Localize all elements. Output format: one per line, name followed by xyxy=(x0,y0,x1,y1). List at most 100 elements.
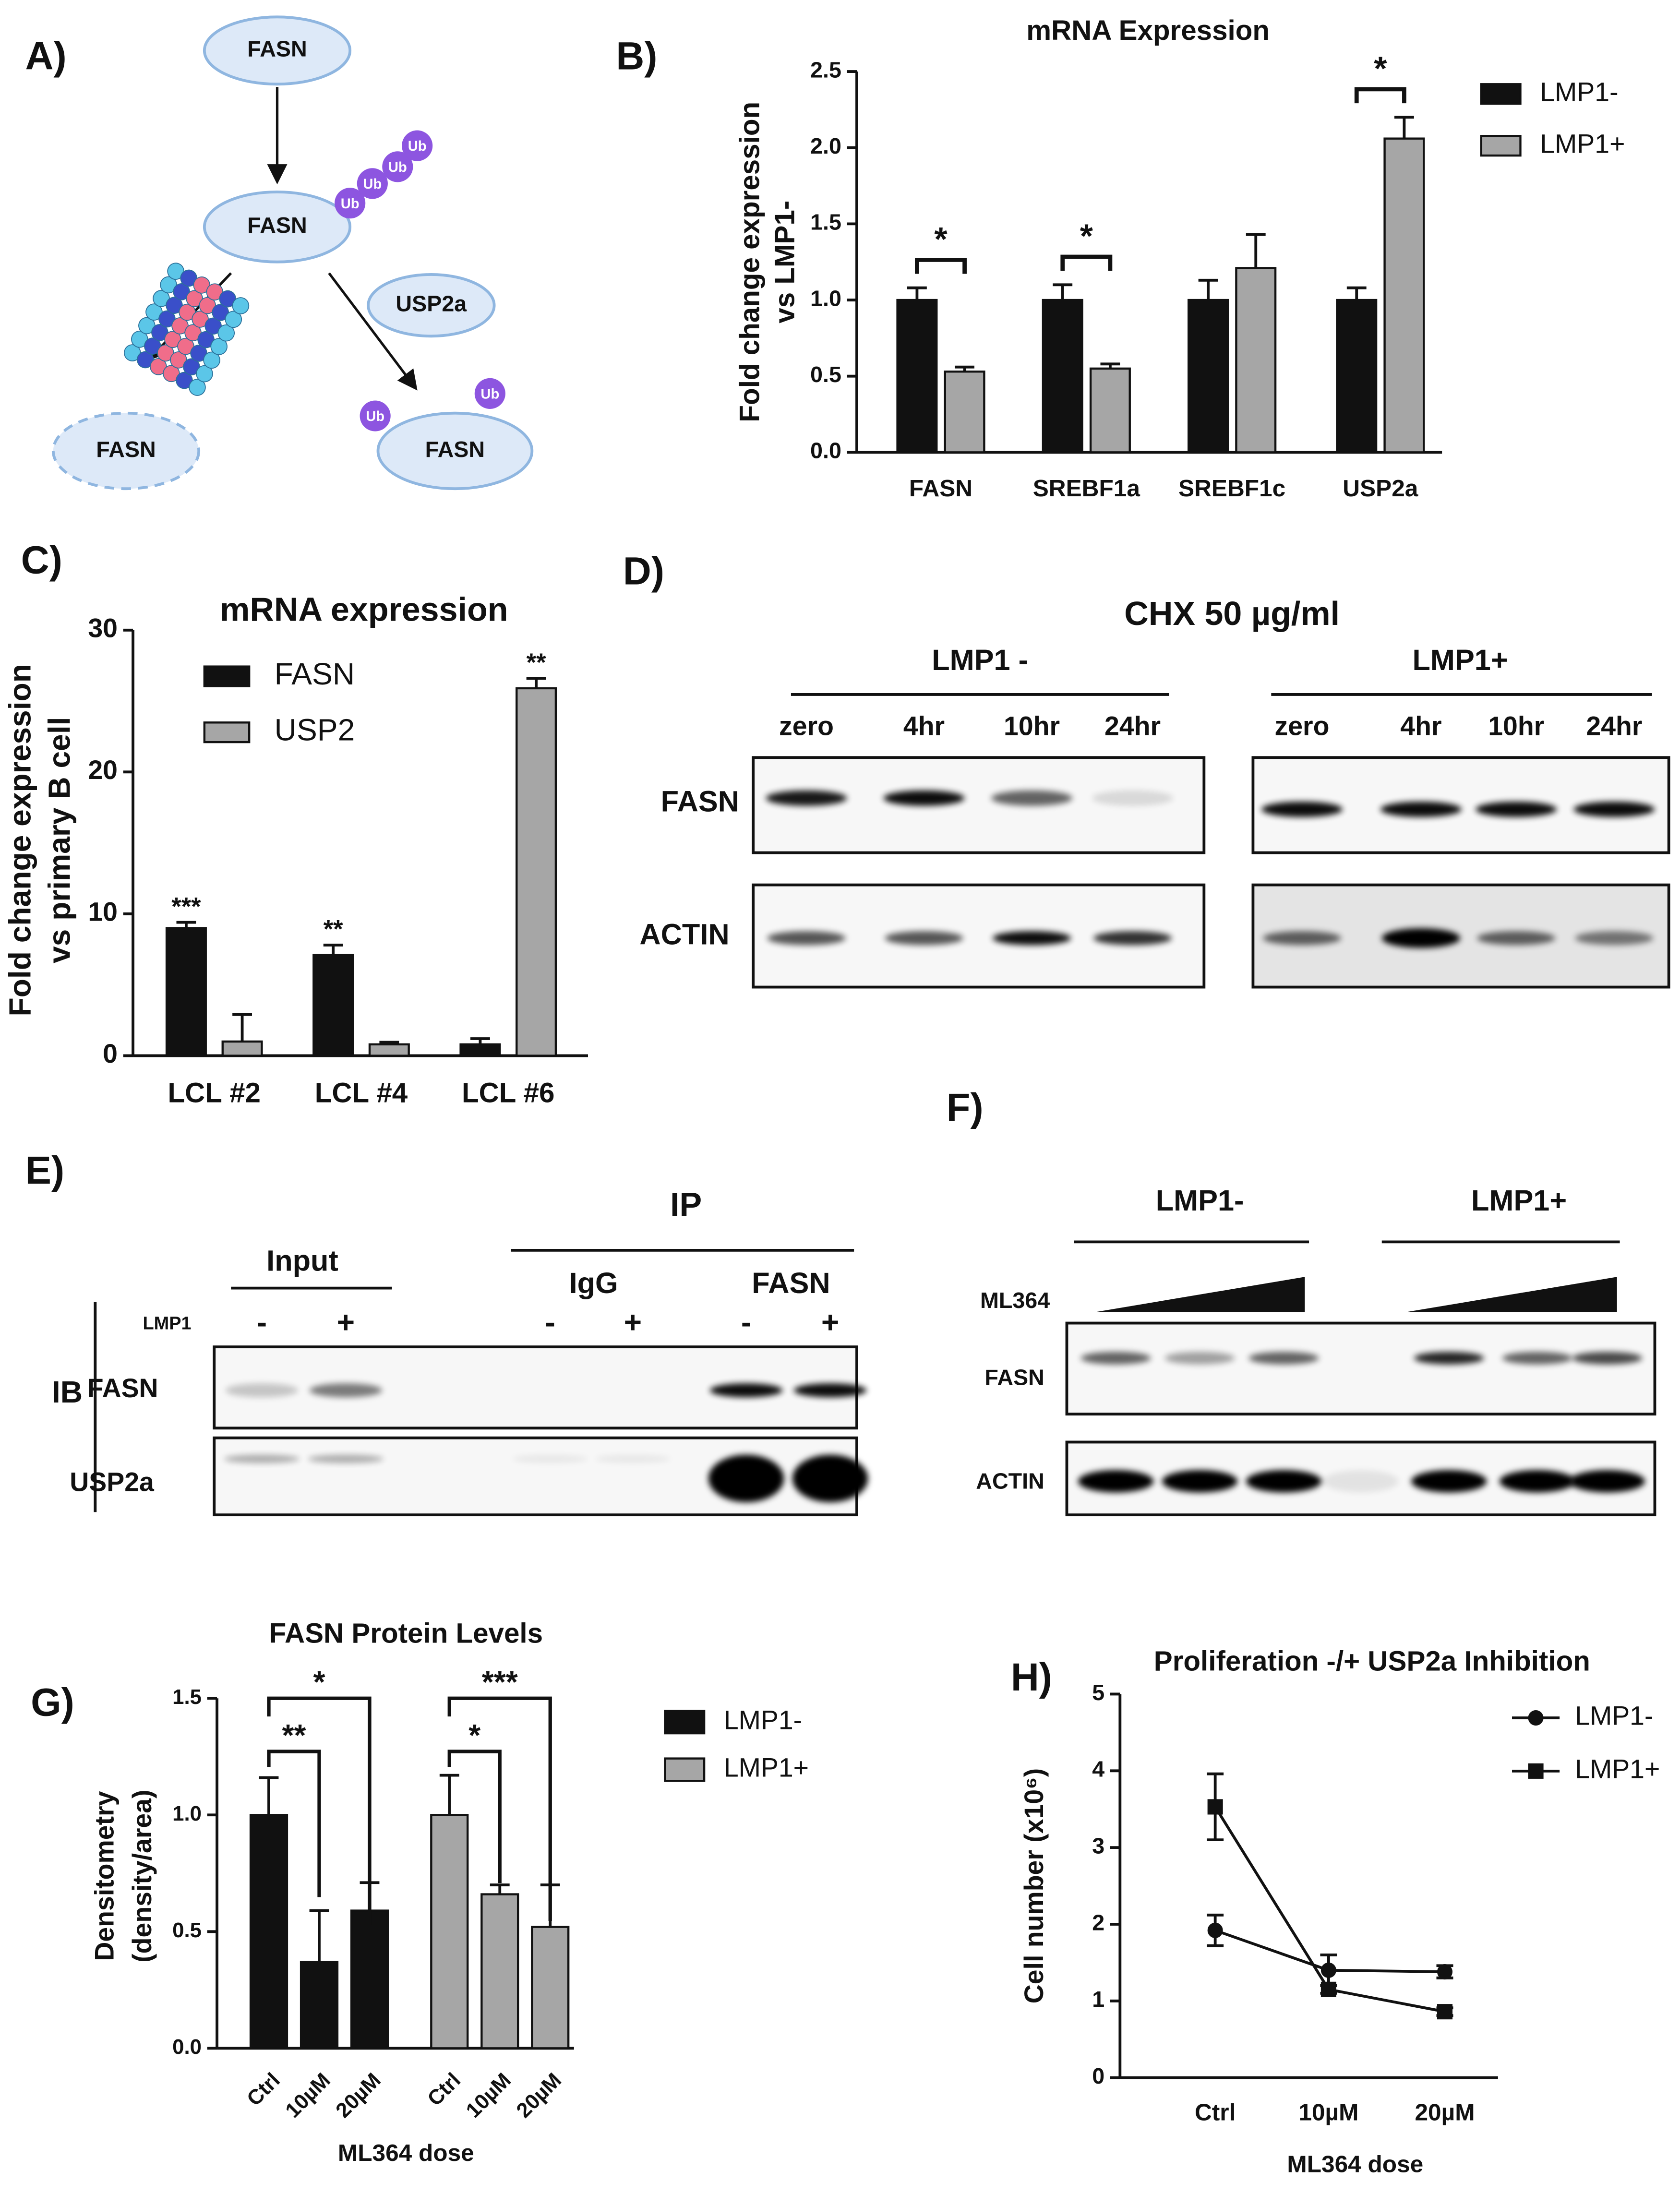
band xyxy=(1499,1470,1575,1493)
bar xyxy=(516,687,557,1057)
band xyxy=(1262,931,1342,946)
lane-label: zero xyxy=(779,711,834,741)
y-tick-label: 0.0 xyxy=(810,438,841,463)
panel-label: E) xyxy=(25,1149,64,1192)
ubiquitin xyxy=(360,400,391,432)
band xyxy=(1162,1470,1238,1493)
bar xyxy=(1235,267,1277,454)
significance-bracket xyxy=(1354,87,1406,104)
row-label: FASN xyxy=(984,1365,1044,1390)
bar xyxy=(896,299,938,454)
panel-label: F) xyxy=(947,1086,984,1129)
legend-swatch xyxy=(664,1710,706,1735)
band xyxy=(992,931,1071,946)
significance-bracket xyxy=(915,257,967,274)
panel-label: B) xyxy=(616,34,657,78)
bar xyxy=(1089,367,1131,454)
ubiquitin xyxy=(474,378,505,409)
legend-swatch xyxy=(1480,83,1522,105)
significance-label: * xyxy=(313,1665,325,1699)
point xyxy=(1207,1799,1223,1815)
bar xyxy=(300,1961,339,2050)
node xyxy=(203,190,352,264)
band xyxy=(225,1383,299,1398)
group-label: LMP1- xyxy=(1156,1184,1244,1217)
y-tick-label: 30 xyxy=(88,613,118,643)
sign-label: + xyxy=(624,1305,642,1339)
group-label: LMP1 - xyxy=(932,644,1028,676)
significance-label: * xyxy=(1374,49,1387,87)
lane-label: 10hr xyxy=(1488,711,1544,741)
band xyxy=(309,1383,383,1398)
legend-swatch xyxy=(203,721,251,743)
band xyxy=(1093,931,1172,946)
x-tick-label: LCL #2 xyxy=(168,1078,261,1109)
lane-label: 4hr xyxy=(1400,711,1441,741)
sign-label: + xyxy=(821,1305,839,1339)
band xyxy=(1575,931,1654,946)
significance-label: * xyxy=(468,1718,480,1752)
group-label: FASN xyxy=(752,1267,830,1299)
ubiquitin-label: Ub xyxy=(363,177,382,192)
band xyxy=(1573,802,1655,817)
condition-label: LMP1 xyxy=(143,1313,191,1333)
error-bar xyxy=(232,1013,252,1042)
ubiquitin-label: Ub xyxy=(366,409,384,424)
x-tick-label: SREBF1a xyxy=(1033,475,1140,502)
node xyxy=(367,273,496,338)
significance-bracket xyxy=(1060,254,1113,271)
series-line xyxy=(1214,1806,1445,2014)
ubiquitin xyxy=(335,188,366,219)
lane-label: 10hr xyxy=(1004,711,1060,741)
node xyxy=(376,411,534,491)
legend-label: LMP1- xyxy=(724,1705,802,1735)
significance-bracket xyxy=(447,1750,502,1883)
significance-label: *** xyxy=(171,892,201,921)
band xyxy=(308,1454,384,1463)
blot-title: CHX 50 µg/ml xyxy=(1124,595,1340,632)
y-tick-label: 0.0 xyxy=(172,2035,202,2059)
band xyxy=(793,1383,867,1398)
band xyxy=(767,931,846,946)
significance-label: * xyxy=(934,220,948,258)
point xyxy=(1320,1962,1336,1978)
panel-label: H) xyxy=(1011,1655,1052,1699)
y-tick-label: 0.5 xyxy=(810,362,841,387)
band xyxy=(1380,802,1462,817)
significance-bracket xyxy=(267,1696,372,1925)
row-label: ACTIN xyxy=(976,1468,1044,1493)
band xyxy=(224,1454,300,1463)
y-tick-label: 20 xyxy=(88,755,118,785)
band xyxy=(991,790,1073,806)
legend-swatch xyxy=(203,665,251,687)
chart-title: mRNA Expression xyxy=(1026,15,1270,46)
point xyxy=(1320,1981,1336,1997)
ib-label: IB xyxy=(52,1375,83,1409)
band xyxy=(1477,931,1556,946)
ubiquitin xyxy=(382,151,413,182)
x-tick-label: Ctrl xyxy=(242,2068,285,2110)
significance-label: ** xyxy=(282,1718,306,1752)
bar xyxy=(944,371,985,454)
lane-label: 24hr xyxy=(1104,711,1161,741)
legend-label: LMP1- xyxy=(1575,1701,1653,1731)
y-tick-label: 10 xyxy=(88,897,118,927)
y-tick-label: 2.5 xyxy=(810,57,841,82)
significance-label: ** xyxy=(527,648,546,677)
y-axis-label: Fold change expression xyxy=(3,664,37,1016)
arrow xyxy=(328,272,418,391)
error-bar xyxy=(259,1776,279,1815)
ubiquitin xyxy=(357,168,388,199)
x-tick-label: Ctrl xyxy=(1195,2099,1236,2126)
row-label: ACTIN xyxy=(639,918,729,951)
y-tick-label: 3 xyxy=(1092,1833,1104,1858)
band xyxy=(1572,1352,1643,1365)
y-axis-label: Fold change expression xyxy=(734,102,766,422)
legend-swatch xyxy=(1480,135,1522,157)
group-label: LMP1+ xyxy=(1471,1184,1567,1217)
dose-wedge xyxy=(1407,1277,1617,1312)
y-tick-label: 1 xyxy=(1092,1987,1104,2012)
x-tick-label: FASN xyxy=(909,475,972,502)
y-axis-label: vs primary B cell xyxy=(42,717,76,964)
y-tick-label: 1.0 xyxy=(172,1802,202,1825)
